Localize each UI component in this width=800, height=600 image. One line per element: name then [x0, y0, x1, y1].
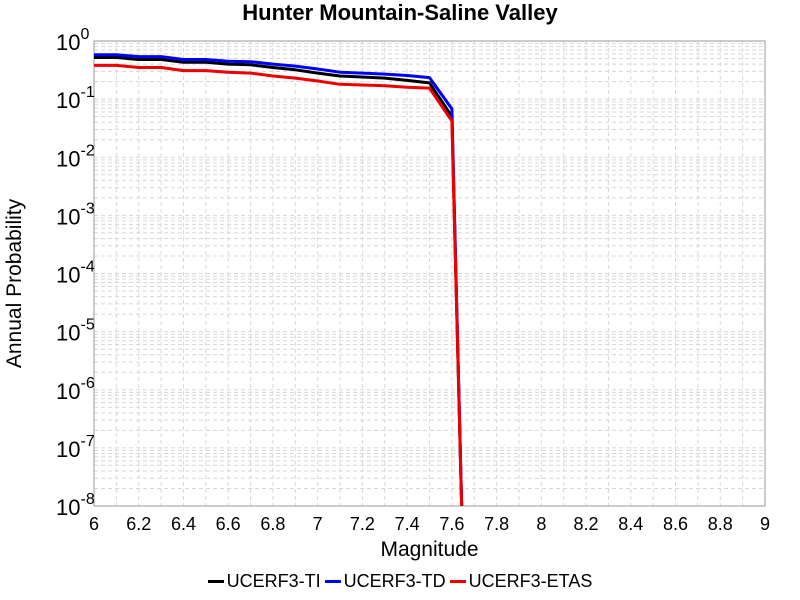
legend-item-ti: UCERF3-TI	[207, 570, 321, 592]
y-tick-label: 10-4	[56, 259, 95, 288]
legend-swatch-etas	[449, 579, 466, 583]
y-tick-label: 10-5	[56, 317, 95, 346]
legend-label-ti: UCERF3-TI	[226, 570, 321, 591]
x-tick-label: 6.2	[126, 514, 151, 534]
series-line-ucerf3-etas	[94, 63, 464, 506]
x-tick-label: 8.8	[708, 514, 733, 534]
x-tick-label: 7.2	[350, 514, 375, 534]
y-tick-label: 100	[56, 26, 89, 55]
y-tick-label: 10-7	[56, 433, 95, 462]
x-tick-label: 9	[760, 514, 770, 534]
series-line-ucerf3-td	[94, 53, 464, 506]
legend-swatch-ti	[207, 579, 224, 583]
x-tick-label: 8	[536, 514, 546, 534]
plot-frame	[93, 40, 766, 507]
legend-item-td: UCERF3-TD	[324, 570, 446, 592]
x-tick-label: 8.4	[618, 514, 643, 534]
series-group	[94, 53, 464, 506]
x-tick-label: 7.6	[439, 514, 464, 534]
y-tick-label: 10-8	[56, 491, 95, 520]
legend-label-etas: UCERF3-ETAS	[468, 570, 593, 591]
y-tick-label: 10-3	[56, 200, 95, 229]
x-axis-label: Magnitude	[380, 538, 478, 561]
x-tick-label: 8.6	[663, 514, 688, 534]
series-line-ucerf3-ti	[94, 56, 464, 506]
y-tick-label: 10-1	[56, 84, 95, 113]
y-tick-label: 10-6	[56, 375, 95, 404]
legend-item-etas: UCERF3-ETAS	[449, 570, 593, 592]
x-tick-label: 6.6	[216, 514, 241, 534]
x-tick-label: 7.4	[395, 514, 420, 534]
x-tick-label: 7.8	[484, 514, 509, 534]
legend: UCERF3-TI UCERF3-TD UCERF3-ETAS	[0, 568, 800, 594]
legend-swatch-td	[324, 579, 341, 583]
x-tick-label: 8.2	[574, 514, 599, 534]
x-tick-label: 6.4	[171, 514, 196, 534]
legend-label-td: UCERF3-TD	[343, 570, 446, 591]
x-tick-label: 7	[313, 514, 323, 534]
y-axis-label: Annual Probability	[3, 198, 26, 368]
chart-title: Hunter Mountain-Saline Valley	[242, 0, 558, 25]
x-tick-label: 6.8	[260, 514, 285, 534]
y-tick-label: 10-2	[56, 142, 95, 171]
x-tick-label: 6	[89, 514, 99, 534]
